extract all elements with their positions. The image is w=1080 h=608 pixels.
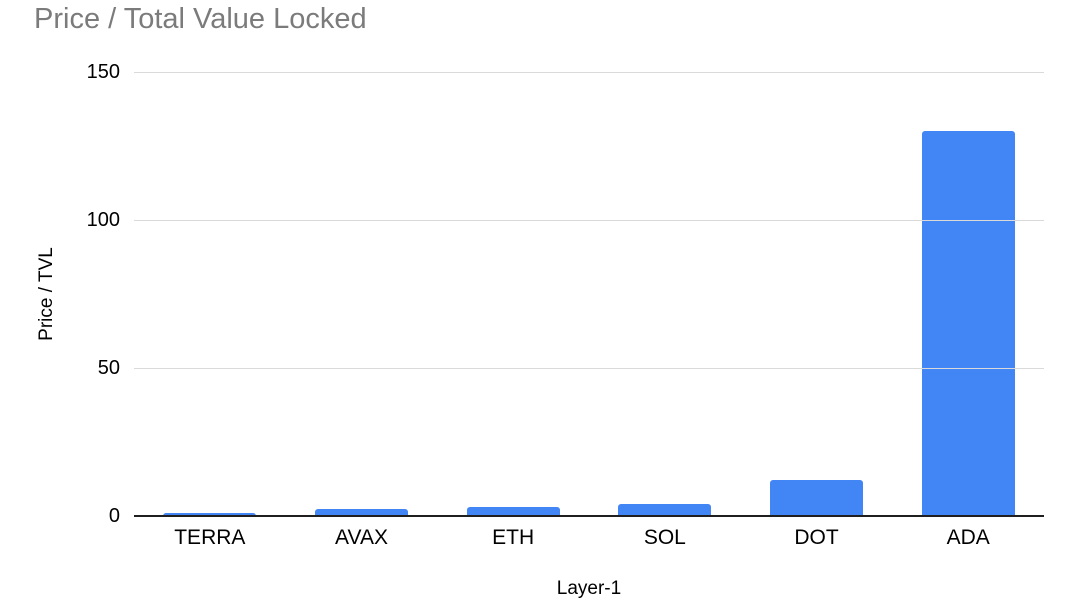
x-tick-label-ada: ADA [946,526,990,549]
x-tick-label-sol: SOL [643,526,686,549]
y-axis-label: Price / TVL [36,247,57,341]
x-tick-label-terra: TERRA [174,526,246,549]
x-tick-label-dot: DOT [794,526,839,549]
gridline-100 [134,220,1044,221]
y-tick-label-0: 0 [108,505,120,527]
y-tick-label-100: 100 [86,209,120,231]
bar-ada [921,131,1015,516]
x-axis-label: Layer-1 [556,578,622,599]
x-tick-label-avax: AVAX [335,526,388,549]
bar-avax [315,508,408,516]
bars-layer [134,72,1044,516]
bar-dot [770,480,864,516]
bar-eth [466,507,560,516]
bar-slot-ada [892,72,1044,516]
bar-terra [163,513,257,516]
gridline-150 [134,72,1044,73]
bar-slot-avax [286,72,438,516]
gridline-50 [134,368,1044,369]
chart-title: Price / Total Value Locked [34,3,367,35]
bar-slot-eth [437,72,589,516]
bar-sol [618,504,712,516]
x-axis-line [134,515,1044,517]
y-tick-label-50: 50 [97,357,120,379]
bar-slot-sol [589,72,741,516]
y-tick-label-150: 150 [86,61,120,83]
x-tick-label-eth: ETH [492,526,535,549]
bar-slot-dot [741,72,893,516]
bar-slot-terra [134,72,286,516]
x-ticks-row: TERRA AVAX ETH SOL DOT ADA [134,526,1044,550]
plot-area: 0 50 100 150 [87,61,1044,527]
